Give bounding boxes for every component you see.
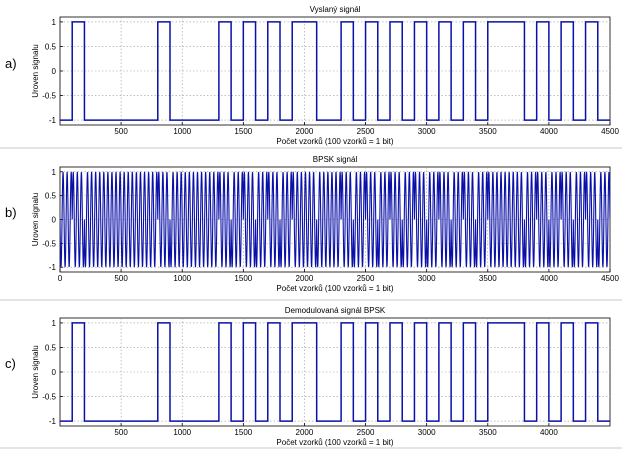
x-axis-label: Počet vzorků (100 vzorků = 1 bit) bbox=[276, 284, 394, 293]
y-tick-label: 0 bbox=[52, 368, 57, 377]
x-tick-label: 2500 bbox=[357, 274, 375, 283]
y-tick-label: -1 bbox=[49, 417, 57, 426]
x-tick-label: 3500 bbox=[479, 428, 497, 437]
x-tick-label: 3000 bbox=[418, 127, 436, 136]
y-tick-label: 1 bbox=[52, 18, 57, 27]
x-tick-label: 2000 bbox=[296, 428, 314, 437]
y-tick-label: 0.5 bbox=[45, 192, 57, 201]
x-tick-label: 3500 bbox=[479, 127, 497, 136]
plot-area bbox=[59, 16, 611, 126]
y-axis-label: Uroven signalu bbox=[31, 44, 40, 97]
panel-label: c) bbox=[5, 356, 16, 371]
y-tick-label: 0.5 bbox=[45, 343, 57, 352]
x-axis-label: Počet vzorků (100 vzorků = 1 bit) bbox=[276, 137, 394, 146]
x-tick-label: 3000 bbox=[418, 274, 436, 283]
panel-label: b) bbox=[5, 205, 17, 220]
chart-panel-3: c) 500 1000 1500 2000 2500 3000 3500 4000 -1 -0.5 0… bbox=[5, 306, 611, 447]
y-tick-label: 1 bbox=[52, 168, 57, 177]
y-tick-label: -1 bbox=[49, 116, 57, 125]
x-tick-label: 4500 bbox=[601, 127, 619, 136]
y-tick-label: 0.5 bbox=[45, 42, 57, 51]
x-tick-label: 4000 bbox=[540, 274, 558, 283]
y-tick-label: -0.5 bbox=[42, 92, 56, 101]
x-tick-label: 2000 bbox=[296, 274, 314, 283]
y-tick-label: -0.5 bbox=[42, 239, 56, 248]
data-series-line bbox=[60, 21, 610, 121]
x-tick-label: 4000 bbox=[540, 127, 558, 136]
x-tick-label: 500 bbox=[114, 428, 128, 437]
y-tick-label: 0 bbox=[52, 67, 57, 76]
chart-title: Demodulovaná signál BPSK bbox=[285, 306, 386, 315]
x-tick-label: 1500 bbox=[234, 428, 252, 437]
chart-panel-2: b) 0 500 1000 1500 2000 2500 3000 3500 4000 4500 -1… bbox=[5, 155, 619, 293]
x-tick-label: 1500 bbox=[234, 127, 252, 136]
x-tick-label: 500 bbox=[114, 127, 128, 136]
y-axis-label: Uroven signalu bbox=[31, 193, 40, 246]
x-tick-label: 2500 bbox=[357, 428, 375, 437]
x-tick-label: 1000 bbox=[173, 428, 191, 437]
x-tick-label: 0 bbox=[58, 274, 63, 283]
x-axis-label: Počet vzorků (100 vzorků = 1 bit) bbox=[276, 438, 394, 447]
plot-area bbox=[59, 317, 611, 427]
chart-title: Vyslaný signál bbox=[310, 5, 361, 14]
x-tick-label: 3500 bbox=[479, 274, 497, 283]
panel-label: a) bbox=[5, 56, 17, 71]
y-tick-label: -0.5 bbox=[42, 393, 56, 402]
data-series-line bbox=[60, 322, 610, 422]
x-tick-label: 3000 bbox=[418, 428, 436, 437]
chart-title: BPSK signál bbox=[313, 155, 358, 164]
y-tick-label: 0 bbox=[52, 216, 57, 225]
x-tick-label: 500 bbox=[114, 274, 128, 283]
x-tick-label: 1500 bbox=[234, 274, 252, 283]
y-tick-label: -1 bbox=[49, 263, 57, 272]
y-axis-label: Uroven signalu bbox=[31, 345, 40, 398]
x-tick-label: 4000 bbox=[540, 428, 558, 437]
x-tick-label: 2000 bbox=[296, 127, 314, 136]
chart-panel-1: a) 500 1000 1500 2000 2500 3000 3500 4000 4500 -1 -… bbox=[5, 5, 619, 146]
x-tick-label: 1000 bbox=[173, 274, 191, 283]
x-tick-label: 1000 bbox=[173, 127, 191, 136]
y-tick-label: 1 bbox=[52, 319, 57, 328]
chart-panels: a)500 1000 1500 2000 2500 3000 3500 4000 4500-1-… bbox=[5, 5, 619, 447]
x-tick-label: 2500 bbox=[357, 127, 375, 136]
data-series-line bbox=[60, 171, 610, 268]
x-tick-label: 4500 bbox=[601, 274, 619, 283]
